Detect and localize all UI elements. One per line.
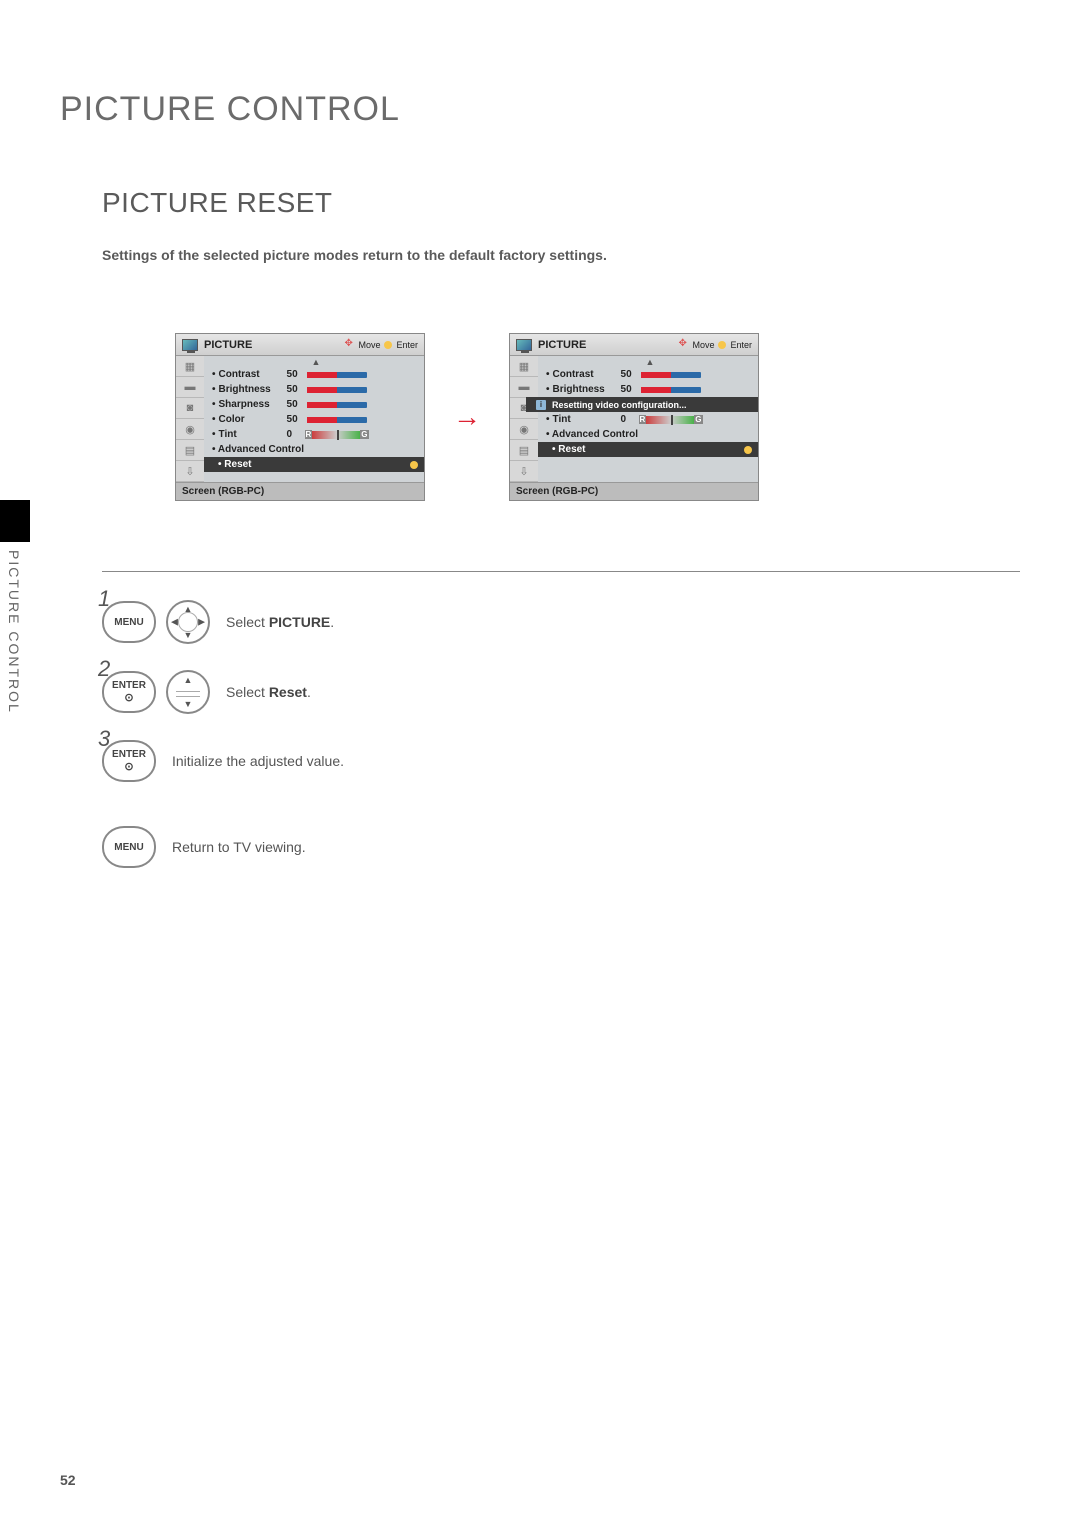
setting-row: •Tint0RG — [212, 427, 420, 442]
enter-dot-icon — [384, 341, 392, 349]
step-4: MENU Return to TV viewing. — [102, 826, 1020, 868]
step-number: 3 — [98, 726, 110, 752]
setting-row: •Sharpness50 — [212, 397, 420, 412]
move-icon — [344, 340, 354, 350]
reset-row-highlighted: • Reset — [204, 457, 424, 472]
info-icon: i — [536, 400, 546, 410]
value-bar — [641, 372, 701, 378]
sidebar-icon: ▤ — [510, 440, 538, 461]
step-text: Return to TV viewing. — [172, 839, 306, 855]
step-1: 1 MENU ▲ ▼ ◀ ▶ Select PICTURE. — [102, 600, 1020, 644]
advanced-control-row: • Advanced Control — [546, 427, 754, 442]
osd-sidebar: ▦ ▬ ◙ ◉ ▤ ⇩ — [510, 356, 538, 482]
tv-icon — [516, 339, 532, 351]
selected-indicator-icon — [744, 446, 752, 454]
osd-after: PICTURE Move Enter ▦ ▬ ◙ ◉ ▤ ⇩ ▲ •Contra… — [509, 333, 759, 501]
sidebar-icon: ⇩ — [176, 461, 204, 482]
osd-before: PICTURE Move Enter ▦ ▬ ◙ ◉ ▤ ⇩ ▲ •Contra… — [175, 333, 425, 501]
setting-row: •Brightness50 — [546, 382, 754, 397]
section-title: PICTURE RESET — [102, 187, 1020, 219]
sidebar-icon: ▤ — [176, 440, 204, 461]
setting-row: •Brightness50 — [212, 382, 420, 397]
value-bar — [307, 372, 367, 378]
advanced-control-row: • Advanced Control — [212, 442, 420, 457]
up-arrow-icon: ▲ — [212, 358, 420, 367]
section-description: Settings of the selected picture modes r… — [102, 247, 1020, 263]
sidebar-icon: ◙ — [176, 398, 204, 419]
dpad-button[interactable]: ▲ ▼ ◀ ▶ — [166, 600, 210, 644]
osd-comparison-row: PICTURE Move Enter ▦ ▬ ◙ ◉ ▤ ⇩ ▲ •Contra… — [175, 333, 1020, 501]
divider — [102, 571, 1020, 572]
value-bar — [307, 417, 367, 423]
page-title: PICTURE CONTROL — [60, 90, 1020, 129]
enter-dot-icon — [718, 341, 726, 349]
move-label: Move — [358, 340, 380, 350]
selected-indicator-icon — [410, 461, 418, 469]
reset-row-highlighted: • Reset — [538, 442, 758, 457]
tint-bar: R G — [641, 416, 701, 424]
side-tab-label: PICTURE CONTROL — [0, 546, 22, 714]
value-bar — [307, 402, 367, 408]
move-icon — [678, 340, 688, 350]
sidebar-icon: ▦ — [510, 356, 538, 377]
left-arrow-icon: ◀ — [171, 617, 178, 628]
enter-label: Enter — [396, 340, 418, 350]
step-text: Select PICTURE. — [226, 614, 334, 630]
step-text: Initialize the adjusted value. — [172, 753, 344, 769]
step-number: 1 — [98, 586, 110, 612]
sidebar-icon: ▦ — [176, 356, 204, 377]
step-3: 3 ENTER ⊙ Initialize the adjusted value. — [102, 740, 1020, 782]
right-arrow-icon: ▶ — [198, 617, 205, 628]
down-arrow-icon: ▼ — [184, 699, 193, 709]
osd-header: PICTURE Move Enter — [176, 334, 424, 356]
osd-footer: Screen (RGB-PC) — [510, 482, 758, 500]
page-number: 52 — [60, 1472, 76, 1488]
osd-sidebar: ▦ ▬ ◙ ◉ ▤ ⇩ — [176, 356, 204, 482]
value-bar — [307, 387, 367, 393]
osd-footer: Screen (RGB-PC) — [176, 482, 424, 500]
move-label: Move — [692, 340, 714, 350]
up-arrow-icon: ▲ — [546, 358, 754, 367]
sidebar-icon: ▬ — [176, 377, 204, 398]
sidebar-icon: ⇩ — [510, 461, 538, 482]
menu-button[interactable]: MENU — [102, 826, 156, 868]
setting-row: •Color50 — [212, 412, 420, 427]
tint-row: • Tint 0 R G — [546, 412, 754, 427]
step-number: 2 — [98, 656, 110, 682]
tint-bar: RG — [307, 431, 367, 439]
updown-button[interactable]: ▲ ▼ — [166, 670, 210, 714]
setting-row: •Contrast50 — [212, 367, 420, 382]
osd-header: PICTURE Move Enter — [510, 334, 758, 356]
osd-title: PICTURE — [204, 339, 252, 351]
sidebar-icon: ◉ — [176, 419, 204, 440]
up-arrow-icon: ▲ — [184, 675, 193, 685]
steps-list: 1 MENU ▲ ▼ ◀ ▶ Select PICTURE. 2 ENTER ⊙… — [102, 600, 1020, 868]
value-bar — [641, 387, 701, 393]
step-2: 2 ENTER ⊙ ▲ ▼ Select Reset. — [102, 670, 1020, 714]
setting-row: •Contrast50 — [546, 367, 754, 382]
resetting-popup: i Resetting video configuration... — [526, 397, 758, 412]
step-text: Select Reset. — [226, 684, 311, 700]
osd-title: PICTURE — [538, 339, 586, 351]
tv-icon — [182, 339, 198, 351]
enter-label: Enter — [730, 340, 752, 350]
arrow-right-icon: → — [453, 401, 481, 433]
side-tab-marker — [0, 500, 30, 542]
sidebar-icon: ▬ — [510, 377, 538, 398]
side-tab: PICTURE CONTROL — [0, 500, 44, 714]
sidebar-icon: ◉ — [510, 419, 538, 440]
